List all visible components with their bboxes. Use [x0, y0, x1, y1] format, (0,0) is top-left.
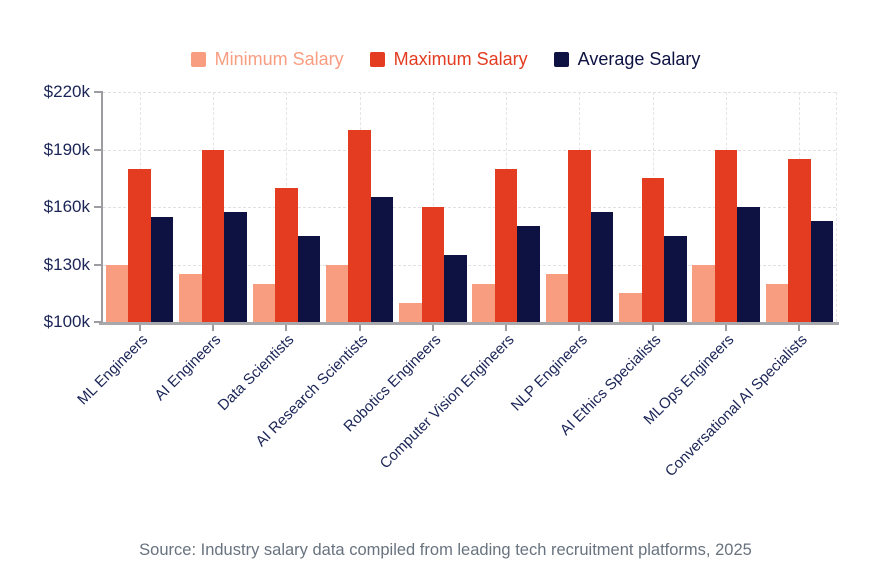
y-axis-line — [101, 91, 103, 325]
bar[interactable] — [472, 283, 495, 322]
x-axis-tick — [138, 325, 141, 331]
y-axis-tick — [94, 148, 102, 151]
x-axis-label: AI Engineers — [151, 331, 225, 405]
bar[interactable] — [788, 159, 811, 322]
gridline-horizontal — [103, 149, 836, 151]
bar[interactable] — [641, 178, 664, 322]
legend-item-maximum-salary[interactable]: Maximum Salary — [369, 49, 528, 69]
bar[interactable] — [517, 226, 540, 322]
x-axis-tick — [798, 325, 801, 331]
bar[interactable] — [494, 168, 518, 322]
bar[interactable] — [252, 283, 275, 322]
bar[interactable] — [619, 293, 642, 322]
x-axis-label: Computer Vision Engineers — [376, 331, 518, 473]
legend-label-minimum-salary: Minimum Salary — [214, 49, 344, 69]
x-axis-tick — [651, 325, 654, 331]
bar[interactable] — [201, 149, 225, 322]
bar[interactable] — [568, 149, 591, 322]
bar[interactable] — [737, 207, 760, 322]
bar[interactable] — [325, 264, 349, 322]
bar[interactable] — [399, 302, 422, 322]
y-axis-label: $220k — [43, 82, 90, 101]
x-axis-tick — [431, 325, 434, 331]
x-axis-label: NLP Engineers — [507, 331, 591, 415]
y-axis-label: $190k — [43, 139, 90, 159]
bar[interactable] — [421, 207, 445, 322]
bar[interactable] — [150, 216, 174, 322]
bar[interactable] — [765, 283, 789, 322]
x-axis-tick — [505, 325, 508, 331]
x-axis-tick — [358, 325, 361, 331]
plot-area: $100k $130k $160k $190k $220k ML Engineers AI … — [44, 82, 839, 480]
bar[interactable] — [105, 264, 129, 322]
gridline-vertical — [836, 92, 837, 322]
x-axis-label: ML Engineers — [73, 331, 151, 409]
legend-item-minimum-salary[interactable]: Minimum Salary — [190, 49, 344, 69]
x-axis-label: Data Scientists — [214, 331, 298, 415]
bar[interactable] — [810, 221, 834, 322]
source-note: Source: Industry salary data compiled fr… — [139, 541, 752, 559]
x-axis-tick — [285, 325, 288, 331]
y-axis-tick — [94, 206, 102, 208]
bar[interactable] — [179, 274, 202, 322]
minimum-salary-swatch-icon — [190, 51, 206, 67]
gridline-horizontal — [103, 92, 836, 93]
y-axis-label: $160k — [43, 197, 90, 216]
legend-label-maximum-salary: Maximum Salary — [393, 49, 528, 69]
bar[interactable] — [297, 235, 320, 322]
bar[interactable] — [275, 187, 298, 322]
x-axis-line — [99, 322, 839, 325]
y-axis-tick — [94, 91, 102, 93]
y-axis-tick — [94, 263, 102, 266]
bar[interactable] — [348, 130, 371, 322]
bar[interactable] — [664, 235, 687, 322]
legend-item-average-salary[interactable]: Average Salary — [553, 49, 701, 69]
chart-legend: Minimum Salary Maximum Salary Average Sa… — [0, 50, 891, 68]
y-axis-label: $130k — [43, 254, 90, 274]
bar[interactable] — [545, 274, 569, 322]
bar[interactable] — [692, 264, 715, 322]
y-axis-tick — [94, 321, 102, 323]
gridline-horizontal — [103, 264, 836, 266]
bar[interactable] — [444, 254, 467, 322]
x-axis-tick — [725, 325, 728, 331]
bar[interactable] — [224, 211, 247, 322]
maximum-salary-swatch-icon — [369, 51, 385, 67]
x-axis-tick — [578, 325, 581, 331]
x-axis-tick — [211, 325, 214, 331]
bar[interactable] — [128, 168, 151, 322]
bar[interactable] — [590, 211, 614, 322]
gridline-horizontal — [103, 207, 836, 208]
average-salary-swatch-icon — [553, 51, 569, 67]
bar[interactable] — [714, 149, 738, 322]
legend-label-average-salary: Average Salary — [577, 49, 701, 69]
x-axis-label: Conversational AI Specialists — [661, 331, 811, 481]
bar[interactable] — [370, 197, 394, 322]
y-axis-label: $100k — [43, 312, 90, 331]
